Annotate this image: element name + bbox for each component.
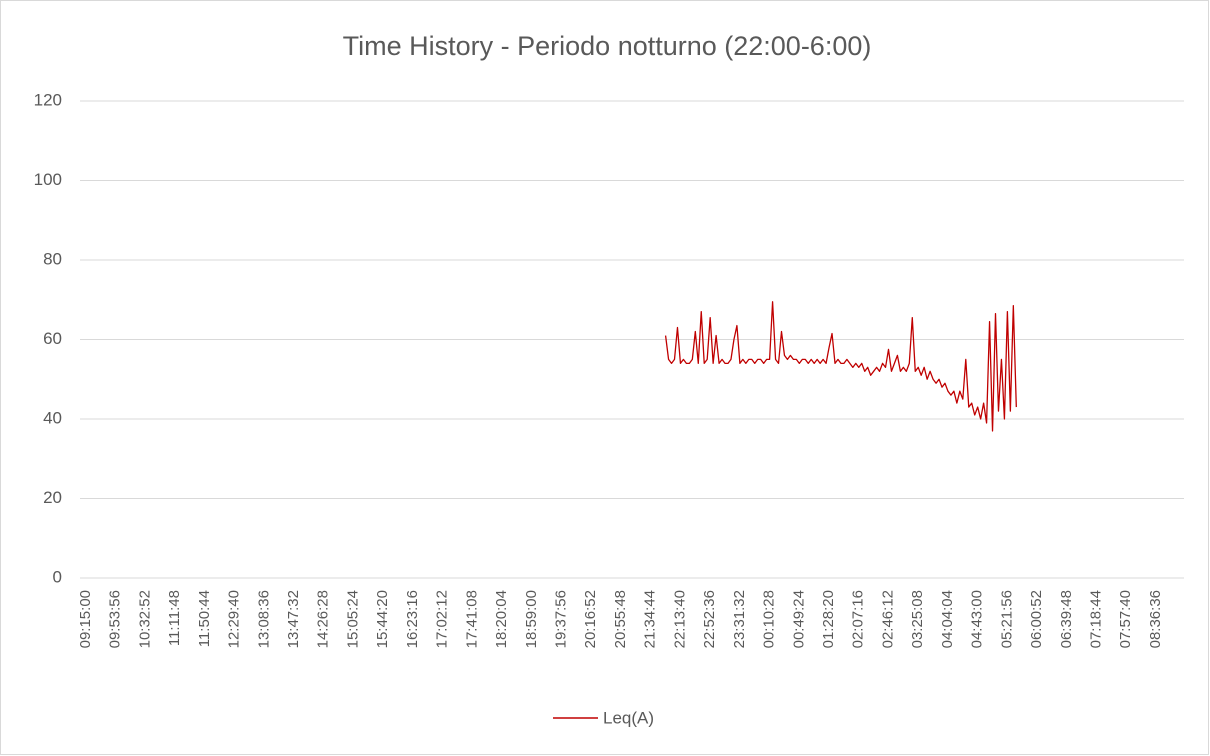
x-tick-label: 17:41:08 (463, 590, 480, 648)
x-tick-label: 22:52:36 (701, 590, 718, 648)
x-tick-label: 04:43:00 (969, 590, 986, 648)
x-tick-label: 17:02:12 (434, 590, 451, 648)
x-tick-label: 21:34:44 (642, 590, 659, 648)
x-tick-label: 00:10:28 (761, 590, 778, 648)
y-tick-label: 120 (34, 90, 62, 109)
y-tick-label: 20 (43, 488, 62, 507)
x-tick-label: 08:36:36 (1147, 590, 1164, 648)
x-tick-label: 15:44:20 (374, 590, 391, 648)
chart-title: Time History - Periodo notturno (22:00-6… (343, 31, 872, 61)
x-tick-label: 12:29:40 (226, 590, 243, 648)
x-tick-label: 07:18:44 (1088, 590, 1105, 648)
y-tick-label: 60 (43, 329, 62, 348)
x-tick-label: 19:37:56 (553, 590, 570, 648)
y-tick-label: 80 (43, 249, 62, 268)
x-tick-label: 13:47:32 (285, 590, 302, 648)
legend-label: Leq(A) (603, 708, 654, 727)
x-tick-label: 05:21:56 (998, 590, 1015, 648)
x-tick-label: 11:50:44 (196, 590, 213, 647)
y-tick-label: 40 (43, 408, 62, 427)
x-tick-label: 13:08:36 (255, 590, 272, 648)
x-tick-label: 02:07:16 (850, 590, 867, 648)
x-tick-label: 00:49:24 (790, 590, 807, 648)
y-tick-label: 0 (53, 567, 62, 586)
x-tick-label: 18:59:00 (523, 590, 540, 648)
x-tick-label: 01:28:20 (820, 590, 837, 648)
x-tick-label: 02:46:12 (879, 590, 896, 648)
x-tick-label: 20:55:48 (612, 590, 629, 648)
x-tick-label: 04:04:04 (939, 590, 956, 648)
x-tick-label: 09:15:00 (77, 590, 94, 648)
x-tick-label: 16:23:16 (404, 590, 421, 648)
x-tick-label: 22:13:40 (671, 590, 688, 648)
x-tick-label: 10:32:52 (136, 590, 153, 648)
x-tick-label: 23:31:32 (731, 590, 748, 648)
x-tick-label: 11:11:48 (166, 590, 183, 646)
x-tick-label: 09:53:56 (107, 590, 124, 648)
x-tick-label: 07:57:40 (1117, 590, 1134, 648)
x-tick-label: 06:00:52 (1028, 590, 1045, 648)
x-tick-label: 18:20:04 (493, 590, 510, 648)
data-line (664, 301, 1017, 432)
y-tick-label: 100 (34, 170, 62, 189)
x-tick-label: 06:39:48 (1058, 590, 1075, 648)
x-tick-label: 15:05:24 (344, 590, 361, 648)
x-tick-label: 14:26:28 (315, 590, 332, 648)
x-tick-label: 20:16:52 (582, 590, 599, 648)
x-tick-label: 03:25:08 (909, 590, 926, 648)
